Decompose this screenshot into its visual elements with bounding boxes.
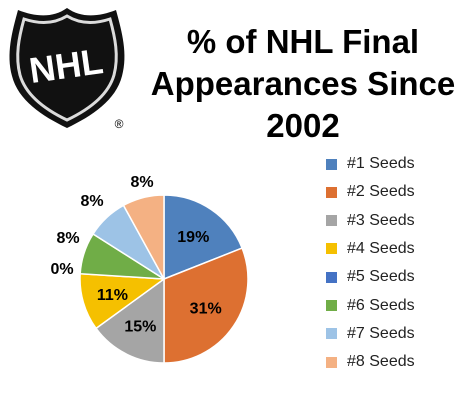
legend-item-4-seeds: #4 Seeds <box>326 239 415 259</box>
registered-mark: ® <box>115 117 124 131</box>
legend-swatch <box>326 300 337 311</box>
legend-swatch <box>326 243 337 255</box>
legend-label: #8 Seeds <box>347 353 415 371</box>
nhl-logo: NHL ® <box>9 8 125 131</box>
legend-label: #5 Seeds <box>347 268 415 286</box>
legend-item-2-seeds: #2 Seeds <box>326 182 415 202</box>
data-label-8-seeds: 8% <box>130 174 153 191</box>
nhl-logo-text: NHL <box>27 40 106 91</box>
legend-item-8-seeds: #8 Seeds <box>326 352 415 372</box>
data-label-3-seeds: 15% <box>124 318 156 335</box>
data-label-4-seeds: 11% <box>97 287 128 304</box>
legend-label: #4 Seeds <box>347 239 415 257</box>
data-label-1-seeds: 19% <box>177 229 209 246</box>
legend-swatch <box>326 158 337 170</box>
pie-slice-2-seeds <box>163 247 249 364</box>
legend-item-1-seeds: #1 Seeds <box>326 154 415 174</box>
legend-item-3-seeds: #3 Seeds <box>326 211 415 231</box>
legend-item-7-seeds: #7 Seeds <box>326 324 415 344</box>
legend-label: #1 Seeds <box>347 155 415 172</box>
legend-label: #7 Seeds <box>347 324 415 342</box>
legend-swatch <box>326 186 337 198</box>
data-label-5-seeds: 0% <box>50 261 73 278</box>
legend-label: #6 Seeds <box>347 296 415 314</box>
legend-item-5-seeds: #5 Seeds <box>326 267 415 287</box>
legend-swatch <box>326 271 337 283</box>
chart-title-line-3: 2002 <box>266 107 340 144</box>
pie-slice-8-seeds <box>122 194 165 280</box>
legend-label: #2 Seeds <box>347 183 415 201</box>
pie-chart: 19% 31% 15% 11% 0% 8% 8% 8% <box>50 174 249 364</box>
legend-swatch <box>326 328 337 340</box>
legend-swatch <box>326 356 337 368</box>
legend-label: #3 Seeds <box>347 211 415 229</box>
chart-title-line-2: Appearances Since <box>150 65 456 102</box>
pie-slice-3-seeds <box>94 277 165 364</box>
legend-item-6-seeds: #6 Seeds <box>326 296 415 316</box>
data-label-2-seeds: 31% <box>190 300 222 317</box>
pie-slice-1-seeds <box>163 194 244 281</box>
legend-swatch <box>326 215 337 227</box>
data-label-6-seeds: 8% <box>56 230 79 247</box>
chart-title-line-1: % of NHL Final <box>186 23 420 60</box>
data-label-7-seeds: 8% <box>80 193 103 210</box>
